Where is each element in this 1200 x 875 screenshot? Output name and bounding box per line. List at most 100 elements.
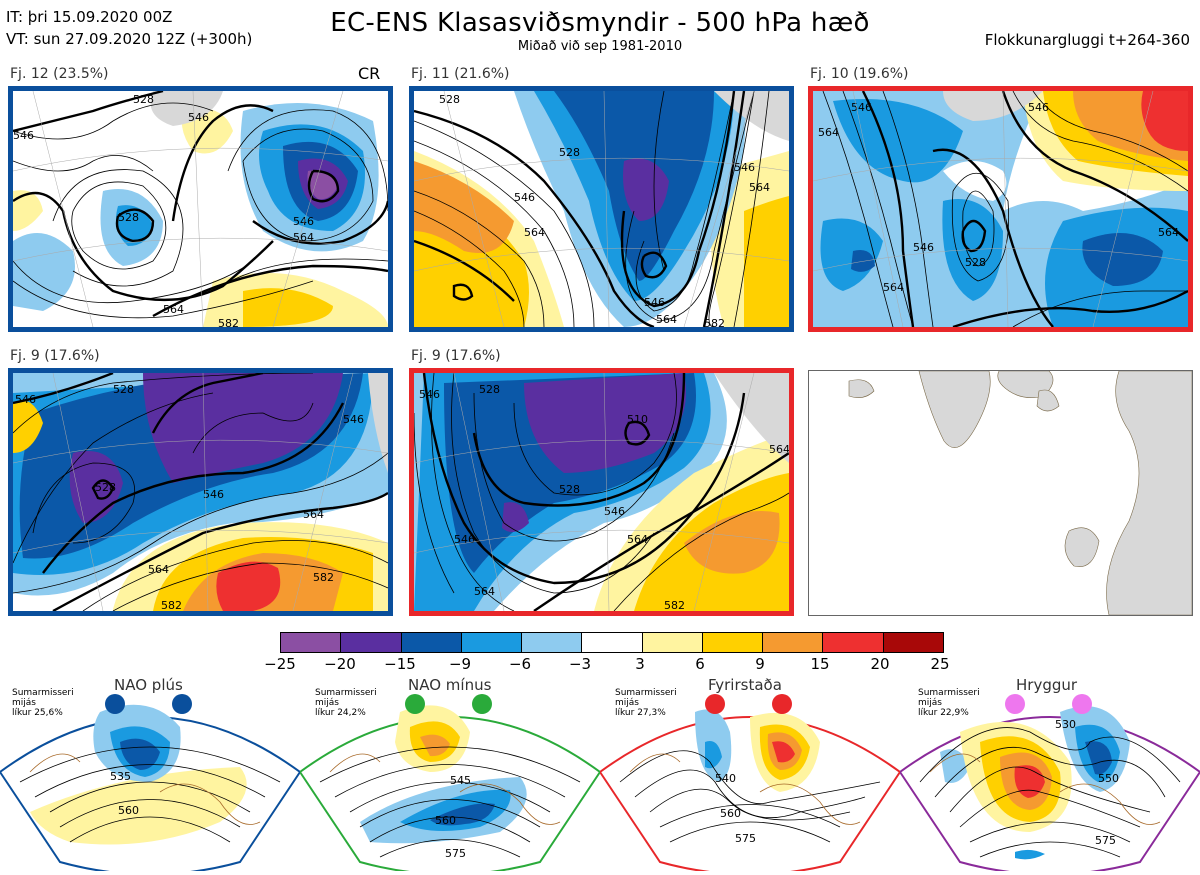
colorbar-tick: −20 — [324, 655, 356, 673]
contour-label: 546 — [419, 388, 440, 401]
regime-dot-icon — [105, 694, 125, 714]
regime-contour-label: 575 — [735, 832, 756, 845]
contour-label: 582 — [664, 599, 685, 611]
contour-label: 564 — [818, 126, 839, 139]
header-times: IT: þri 15.09.2020 00Z VT: sun 27.09.202… — [6, 6, 252, 50]
regime-contour-label: 560 — [118, 804, 139, 817]
regime-name: Fyrirstaða — [708, 676, 782, 694]
panel-1-cr-tag: CR — [358, 64, 381, 83]
contour-label: 582 — [704, 317, 725, 327]
empty-map-panel — [808, 370, 1193, 616]
contour-label: 528 — [118, 211, 139, 224]
regime-dot-icon — [1005, 694, 1025, 714]
colorbar-cell — [522, 633, 583, 652]
initial-time: IT: þri 15.09.2020 00Z — [6, 8, 173, 26]
regime-nao-plus: 535 560 Sumarmisseri mijás líkur 25,6% N… — [0, 672, 302, 875]
regime-contour-label: 545 — [450, 774, 471, 787]
colorbar-tick: −6 — [508, 655, 532, 673]
contour-label: 546 — [644, 296, 665, 309]
contour-label: 564 — [769, 443, 789, 456]
regime-name: Hryggur — [1016, 676, 1078, 694]
regime-name: NAO mínus — [408, 676, 492, 694]
colorbar-tick: 6 — [695, 655, 705, 673]
regime-info: Sumarmisseri mijás líkur 22,9% — [918, 688, 980, 718]
colorbar-tick: 3 — [635, 655, 645, 673]
regime-dot-icon — [405, 694, 425, 714]
regime-contour-label: 550 — [1098, 772, 1119, 785]
panel-1-label: Fj. 12 (23.5%) — [10, 66, 109, 82]
cluster-map-panel-4: 546 528 546 528 546 564 564 582 582 — [8, 368, 393, 616]
colorbar-tick: 25 — [930, 655, 950, 673]
regime-dot-icon — [472, 694, 492, 714]
colorbar-cell — [823, 633, 884, 652]
cluster-map-panel-3: 546 546 564 528 546 564 564 — [808, 86, 1193, 332]
regime-contour-label: 575 — [1095, 834, 1116, 847]
colorbar-cell — [702, 633, 764, 652]
colorbar-cell — [763, 633, 824, 652]
contour-label: 582 — [218, 317, 239, 327]
colorbar — [280, 632, 944, 653]
contour-label: 528 — [559, 146, 580, 159]
contour-label: 546 — [203, 488, 224, 501]
panel-5-label: Fj. 9 (17.6%) — [411, 348, 501, 364]
contour-label: 546 — [188, 111, 209, 124]
regime-contour-label: 530 — [1055, 718, 1076, 731]
colorbar-cell — [401, 633, 462, 652]
contour-label: 528 — [479, 383, 500, 396]
regime-info: Sumarmisseri mijás líkur 27,3% — [615, 688, 677, 718]
regime-dot-icon — [772, 694, 792, 714]
contour-label: 564 — [883, 281, 904, 294]
colorbar-tick: −25 — [264, 655, 296, 673]
colorbar-cell — [642, 633, 703, 652]
contour-label: 528 — [95, 481, 116, 494]
contour-label: 546 — [343, 413, 364, 426]
classification-window: Flokkunargluggi t+264-360 — [984, 31, 1190, 49]
contour-label: 546 — [13, 129, 34, 142]
colorbar-cell — [582, 633, 643, 652]
regime-contour-label: 540 — [715, 772, 736, 785]
page-subtitle: Miðað við sep 1981-2010 — [517, 39, 683, 54]
contour-label: 528 — [439, 93, 460, 106]
colorbar-cell — [341, 633, 402, 652]
contour-label: 546 — [293, 215, 314, 228]
contour-label: 564 — [1158, 226, 1179, 239]
contour-label: 510 — [627, 413, 648, 426]
colorbar-tick: −9 — [448, 655, 472, 673]
contour-label: 546 — [1028, 101, 1049, 114]
regime-dot-icon — [172, 694, 192, 714]
regime-blocking: 540 560 575 Sumarmisseri mijás líkur 27,… — [598, 672, 902, 875]
contour-label: 528 — [559, 483, 580, 496]
contour-label: 546 — [851, 101, 872, 114]
contour-label: 546 — [734, 161, 755, 174]
colorbar-tick: 9 — [755, 655, 765, 673]
colorbar-tick: −3 — [568, 655, 592, 673]
contour-label: 546 — [913, 241, 934, 254]
contour-label: 564 — [656, 313, 677, 326]
regime-contour-label: 535 — [110, 770, 131, 783]
regime-info: Sumarmisseri mijás líkur 25,6% — [12, 688, 74, 718]
contour-label: 582 — [161, 599, 182, 611]
colorbar-cell — [281, 633, 342, 652]
contour-label: 564 — [163, 303, 184, 316]
regime-info: Sumarmisseri mijás líkur 24,2% — [315, 688, 377, 718]
panel-2-label: Fj. 11 (21.6%) — [411, 66, 510, 82]
regime-dot-icon — [705, 694, 725, 714]
regime-nao-minus: 545 560 575 Sumarmisseri mijás líkur 24,… — [298, 672, 602, 875]
colorbar-tick: 20 — [870, 655, 890, 673]
cluster-map-panel-2: 528 546 564 546 564 528 546 564 582 — [409, 86, 794, 332]
valid-time: VT: sun 27.09.2020 12Z (+300h) — [6, 30, 253, 48]
contour-label: 528 — [133, 93, 154, 106]
cluster-map-panel-5: 546 528 510 528 546 546 564 564 582 564 — [409, 368, 794, 616]
contour-label: 564 — [524, 226, 545, 239]
regime-contour-label: 560 — [720, 807, 741, 820]
contour-label: 546 — [15, 393, 36, 406]
contour-label: 546 — [604, 505, 625, 518]
colorbar-tick: −15 — [384, 655, 416, 673]
panel-4-label: Fj. 9 (17.6%) — [10, 348, 100, 364]
regime-name: NAO plús — [114, 676, 183, 694]
contour-label: 564 — [148, 563, 169, 576]
panel-3-label: Fj. 10 (19.6%) — [810, 66, 909, 82]
contour-label: 564 — [749, 181, 770, 194]
colorbar-cell — [461, 633, 523, 652]
contour-label: 564 — [303, 508, 324, 521]
